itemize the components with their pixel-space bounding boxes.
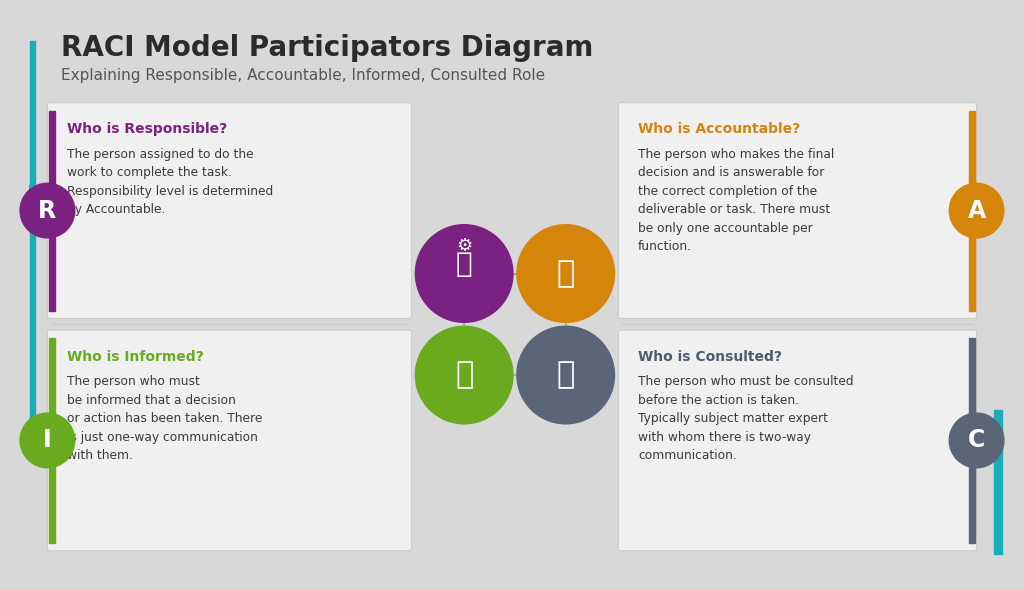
Bar	[30, 41, 35, 422]
Circle shape	[20, 413, 75, 468]
FancyBboxPatch shape	[618, 103, 977, 319]
Polygon shape	[30, 185, 40, 220]
Text: C: C	[968, 428, 985, 453]
Bar	[49, 338, 55, 543]
Text: Who is Accountable?: Who is Accountable?	[638, 122, 800, 136]
Circle shape	[517, 225, 614, 322]
FancyBboxPatch shape	[618, 330, 977, 550]
Text: 📢: 📢	[557, 360, 574, 389]
Text: The person who must
be informed that a decision
or action has been taken. There
: The person who must be informed that a d…	[67, 375, 262, 462]
Bar	[49, 110, 55, 310]
Text: ⚙: ⚙	[456, 237, 472, 255]
Text: RACI Model Participators Diagram: RACI Model Participators Diagram	[61, 34, 594, 63]
Circle shape	[949, 413, 1004, 468]
Circle shape	[416, 326, 513, 424]
Text: I: I	[43, 428, 52, 453]
Circle shape	[20, 183, 75, 238]
Text: The person who makes the final
decision and is answerable for
the correct comple: The person who makes the final decision …	[638, 148, 835, 253]
Bar	[994, 410, 1001, 554]
Bar	[969, 338, 975, 543]
Text: The person who must be consulted
before the action is taken.
Typically subject m: The person who must be consulted before …	[638, 375, 854, 462]
Text: R: R	[38, 199, 56, 222]
Text: 🤲: 🤲	[456, 250, 472, 278]
FancyBboxPatch shape	[47, 330, 412, 550]
Circle shape	[416, 225, 513, 322]
Text: 🔨: 🔨	[557, 259, 574, 288]
Text: Who is Responsible?: Who is Responsible?	[67, 122, 227, 136]
Bar	[969, 110, 975, 310]
Text: Who is Consulted?: Who is Consulted?	[638, 350, 782, 363]
Text: A: A	[968, 199, 986, 222]
FancyBboxPatch shape	[47, 103, 412, 319]
Circle shape	[517, 326, 614, 424]
Text: Explaining Responsible, Accountable, Informed, Consulted Role: Explaining Responsible, Accountable, Inf…	[61, 68, 545, 83]
Circle shape	[949, 183, 1004, 238]
Text: Who is Informed?: Who is Informed?	[67, 350, 204, 363]
Text: 📖: 📖	[455, 360, 473, 389]
Text: The person assigned to do the
work to complete the task.
Responsibility level is: The person assigned to do the work to co…	[67, 148, 273, 216]
